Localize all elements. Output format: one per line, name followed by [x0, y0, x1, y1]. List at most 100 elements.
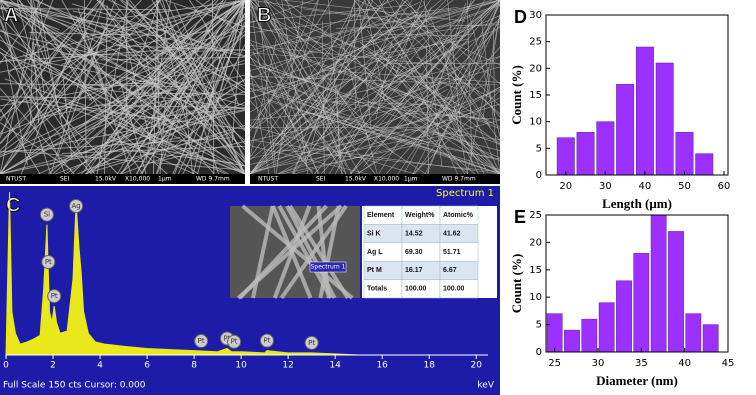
y-tick-label: 5	[536, 143, 542, 154]
fiber	[108, 0, 246, 21]
spectrum-title: Spectrum 1	[436, 188, 494, 199]
fiber	[0, 6, 129, 29]
x-tick-label: 40	[678, 358, 691, 369]
sem-footer-text: 1μm	[404, 176, 418, 183]
x-tick-label: 10	[235, 361, 247, 371]
y-tick-label: 0	[536, 170, 542, 181]
bar	[635, 46, 654, 176]
x-tick-label: 4	[97, 361, 103, 371]
fiber	[249, 0, 319, 146]
fiber	[80, 85, 246, 110]
fiber	[0, 136, 181, 175]
fiber	[254, 140, 501, 175]
fiber	[0, 30, 160, 71]
bar	[668, 231, 684, 353]
peak-label: Pt	[198, 337, 205, 345]
fiber	[0, 137, 231, 153]
fiber	[293, 42, 393, 175]
peak-marker	[227, 334, 242, 349]
fiber	[277, 78, 448, 175]
fiber	[276, 0, 319, 163]
fiber	[412, 97, 501, 142]
fiber	[321, 21, 325, 175]
table-cell-text: Pt M	[367, 267, 382, 274]
y-tick-label: 10	[529, 117, 542, 128]
bar	[576, 132, 595, 176]
bar	[675, 132, 694, 176]
fiber	[0, 0, 246, 63]
fiber	[384, 135, 501, 160]
fiber	[249, 57, 426, 175]
fiber	[468, 14, 501, 137]
fiber	[140, 12, 246, 175]
fiber	[249, 125, 416, 175]
fiber	[20, 0, 216, 163]
fiber	[88, 85, 240, 173]
fiber	[249, 73, 327, 175]
peak-label: Pt	[264, 337, 271, 345]
fiber	[350, 0, 475, 175]
table-cell-text: Totals	[367, 286, 387, 293]
fiber	[0, 47, 64, 95]
x-tick-label: 40	[639, 181, 652, 192]
x-tick-label: 20	[471, 361, 483, 371]
fiber	[249, 0, 314, 24]
fiber	[466, 15, 501, 175]
fiber	[352, 38, 469, 59]
spectrum-area	[5, 191, 477, 356]
bar	[702, 324, 719, 353]
fiber	[231, 0, 244, 143]
fiber	[30, 7, 189, 89]
inset-tag	[309, 261, 347, 273]
fiber	[353, 0, 356, 110]
fiber	[44, 74, 246, 118]
fiber	[30, 41, 34, 125]
fiber	[441, 86, 501, 119]
fiber	[108, 0, 216, 50]
fiber	[262, 63, 500, 158]
x-tick-label: 30	[599, 181, 612, 192]
peak-label: Si	[44, 211, 50, 219]
fiber	[309, 99, 489, 120]
fiber	[430, 132, 501, 152]
fiber	[249, 113, 441, 175]
x-tick-label: 45	[722, 358, 735, 369]
fiber	[165, 0, 246, 175]
fiber	[374, 7, 432, 115]
fiber	[394, 0, 501, 109]
bar	[616, 280, 632, 353]
fiber	[82, 0, 246, 39]
fiber	[16, 0, 43, 99]
fiber	[156, 0, 188, 125]
plot-frame	[545, 214, 729, 353]
fiber	[293, 119, 501, 175]
fiber	[425, 43, 429, 175]
x-tick-label: 14	[329, 361, 341, 371]
fiber	[380, 92, 494, 158]
fiber	[70, 16, 246, 175]
fiber	[455, 0, 501, 120]
peak-label: Pt	[51, 292, 58, 300]
fiber	[0, 96, 106, 99]
fiber	[313, 0, 447, 131]
fiber	[385, 47, 501, 175]
fiber	[34, 0, 246, 87]
x-tick-label: 0	[3, 361, 9, 371]
fiber	[254, 0, 348, 168]
fiber	[249, 65, 465, 175]
fiber	[249, 32, 475, 99]
table-cell-text: 6.67	[443, 267, 457, 274]
fiber	[335, 89, 448, 155]
bar	[633, 253, 650, 353]
panel-label: D	[514, 7, 527, 27]
table-header: Atomic%	[443, 212, 474, 219]
fiber	[297, 0, 366, 151]
inset-fiber	[241, 204, 354, 300]
panel-label: A	[4, 4, 18, 26]
sem-footer	[0, 174, 245, 184]
fiber	[338, 0, 501, 134]
fiber	[31, 20, 209, 115]
bar	[596, 121, 615, 176]
y-tick-label: 30	[529, 10, 542, 21]
